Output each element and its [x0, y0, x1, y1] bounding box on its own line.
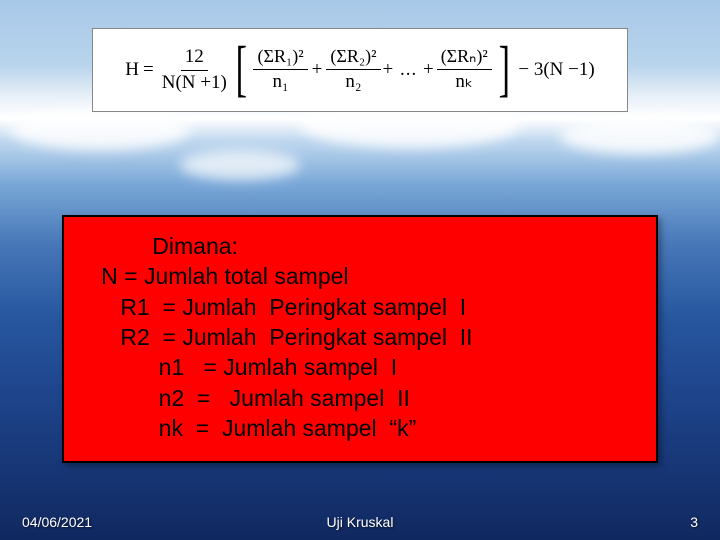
cloud-decoration: [180, 150, 300, 180]
bracket-right: ]: [498, 45, 509, 95]
footer-page-number: 3: [690, 514, 698, 530]
term1-den: n₁: [268, 70, 292, 93]
formula-term-2: (ΣR₂)² n₂: [326, 47, 380, 93]
slide: H = 12 N(N +1) [ (ΣR₁)² n₁ + (ΣR₂)² n₂ +…: [0, 0, 720, 540]
legend-line-7: nk = Jumlah sampel “k”: [82, 413, 638, 443]
termN-den: nₖ: [451, 70, 477, 93]
term2-den: n₂: [341, 70, 365, 93]
coeff-numerator: 12: [181, 47, 208, 71]
formula: H = 12 N(N +1) [ (ΣR₁)² n₁ + (ΣR₂)² n₂ +…: [125, 45, 594, 95]
bracket-left: [: [235, 45, 246, 95]
coeff-denominator: N(N +1): [158, 71, 231, 94]
formula-term-1: (ΣR₁)² n₁: [253, 47, 307, 93]
termN-num: (ΣRₙ)²: [437, 47, 492, 70]
formula-term-n: (ΣRₙ)² nₖ: [437, 47, 492, 93]
equals-sign: =: [143, 59, 154, 81]
ellipsis: + ... +: [383, 59, 435, 81]
formula-lhs: H: [125, 59, 139, 81]
legend-line-4: R2 = Jumlah Peringkat sampel II: [82, 322, 638, 352]
slide-footer: 04/06/2021 Uji Kruskal 3: [0, 514, 720, 530]
legend-line-5: n1 = Jumlah sampel I: [82, 352, 638, 382]
legend-line-6: n2 = Jumlah sampel II: [82, 383, 638, 413]
bracket-content: (ΣR₁)² n₁ + (ΣR₂)² n₂ + ... + (ΣRₙ)² nₖ: [253, 47, 491, 93]
term2-num: (ΣR₂)²: [326, 47, 380, 70]
legend-box: Dimana: N = Jumlah total sampel R1 = Jum…: [62, 215, 658, 463]
formula-trailing: − 3(N −1): [518, 59, 594, 81]
cloud-decoration: [560, 118, 720, 154]
footer-date: 04/06/2021: [22, 514, 92, 530]
term1-num: (ΣR₁)²: [253, 47, 307, 70]
formula-box: H = 12 N(N +1) [ (ΣR₁)² n₁ + (ΣR₂)² n₂ +…: [92, 28, 628, 112]
plus-sign: +: [312, 59, 323, 81]
legend-line-3: R1 = Jumlah Peringkat sampel I: [82, 292, 638, 322]
legend-line-1: Dimana:: [82, 231, 638, 261]
legend-line-2: N = Jumlah total sampel: [82, 261, 638, 291]
coeff-fraction: 12 N(N +1): [158, 47, 231, 94]
cloud-decoration: [10, 110, 190, 150]
footer-title: Uji Kruskal: [327, 514, 394, 530]
